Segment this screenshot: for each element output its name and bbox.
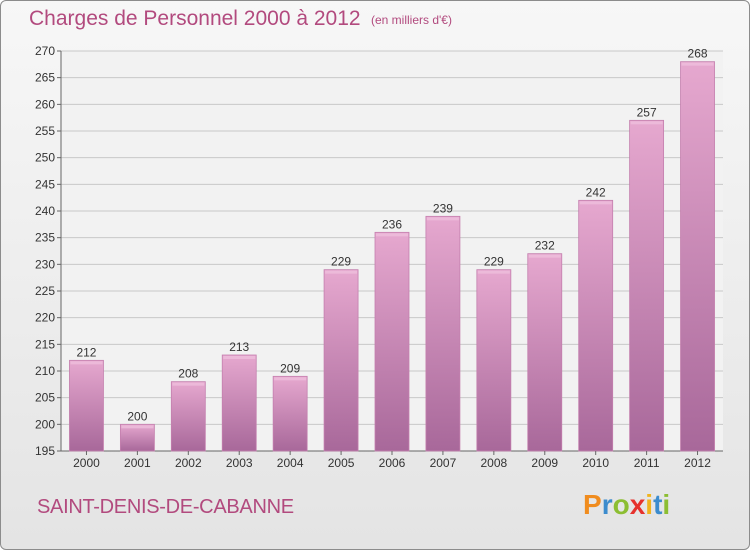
logo-letter: P <box>583 489 602 520</box>
y-tick-label: 255 <box>35 124 55 138</box>
chart-title: Charges de Personnel 2000 à 2012 <box>29 7 361 30</box>
bar-chart: 195 200 205 210 215 220 225 230 235 240 245 250 255 2… <box>35 44 723 470</box>
bar-highlight <box>477 270 510 274</box>
bar-highlight <box>172 382 205 386</box>
data-label: 212 <box>76 345 96 359</box>
bar <box>69 359 104 452</box>
y-tick-label: 245 <box>35 177 55 191</box>
x-tick-label: 2002 <box>175 456 202 470</box>
x-tick-label: 2007 <box>430 456 457 470</box>
bar <box>170 381 206 452</box>
bar-highlight <box>70 361 103 365</box>
data-label: 236 <box>382 217 402 231</box>
y-tick-label: 270 <box>35 44 55 58</box>
bar-highlight <box>223 356 256 359</box>
y-tick-label: 260 <box>35 97 55 111</box>
logo-letter: t <box>653 489 663 520</box>
y-tick-label: 250 <box>35 151 55 165</box>
y-tick-label: 235 <box>35 231 55 245</box>
bar-highlight <box>528 254 561 258</box>
data-label: 239 <box>433 201 453 215</box>
y-tick-label: 195 <box>35 444 55 458</box>
y-tick-label: 220 <box>35 311 55 325</box>
y-tick-label: 265 <box>35 71 55 85</box>
y-tick-label: 205 <box>35 391 55 405</box>
bar-highlight <box>274 377 307 381</box>
logo-letter: r <box>601 489 613 520</box>
data-label: 229 <box>484 255 504 269</box>
x-tick-label: 2000 <box>73 456 100 470</box>
bar-highlight <box>376 233 408 237</box>
data-label: 257 <box>637 105 657 119</box>
bar <box>527 253 563 452</box>
bar <box>476 269 512 452</box>
bar-highlight <box>426 217 459 221</box>
data-label: 208 <box>178 367 198 381</box>
bar-highlight <box>121 425 154 429</box>
data-label: 209 <box>280 361 300 375</box>
x-tick-label: 2003 <box>226 456 253 470</box>
x-tick-label: 2009 <box>531 456 558 470</box>
bar-highlight <box>325 270 358 274</box>
x-tick-label: 2010 <box>582 456 609 470</box>
bar <box>578 199 614 452</box>
bar <box>425 215 461 452</box>
logo-letter: o <box>612 489 630 520</box>
bar <box>272 375 308 452</box>
proxiti-logo[interactable]: Proxiti <box>583 489 670 521</box>
bar <box>629 119 665 452</box>
data-label: 232 <box>535 239 555 253</box>
x-tick-label: 2006 <box>379 456 406 470</box>
logo-letter: i <box>645 489 654 520</box>
data-label: 213 <box>229 340 249 354</box>
data-label: 268 <box>688 47 708 61</box>
x-tick-label: 2001 <box>124 456 151 470</box>
y-tick-label: 230 <box>35 257 55 271</box>
x-tick-label: 2004 <box>277 456 304 470</box>
y-tick-label: 225 <box>35 284 55 298</box>
logo-letter: i <box>662 489 671 520</box>
y-tick-label: 215 <box>35 337 55 351</box>
commune-name: SAINT-DENIS-DE-CABANNE <box>37 496 294 518</box>
x-tick-label: 2011 <box>634 456 660 470</box>
bar-highlight <box>579 201 612 205</box>
x-tick-label: 2005 <box>328 456 355 470</box>
bar <box>374 231 410 452</box>
data-label: 200 <box>127 409 147 423</box>
bar <box>119 423 155 452</box>
y-tick-label: 240 <box>35 204 55 218</box>
y-tick-label: 200 <box>35 417 55 431</box>
bar <box>680 61 715 452</box>
data-label: 242 <box>586 185 606 199</box>
x-tick-label: 2008 <box>480 456 507 470</box>
chart-subtitle: (en milliers d'€) <box>371 13 452 27</box>
y-tick-label: 210 <box>35 364 55 378</box>
bar-highlight <box>630 121 663 125</box>
logo-letter: x <box>629 489 646 520</box>
bar <box>221 354 257 452</box>
bar-highlight <box>681 62 714 66</box>
x-tick-label: 2012 <box>684 456 711 470</box>
data-label: 229 <box>331 255 351 269</box>
bar <box>323 269 359 452</box>
